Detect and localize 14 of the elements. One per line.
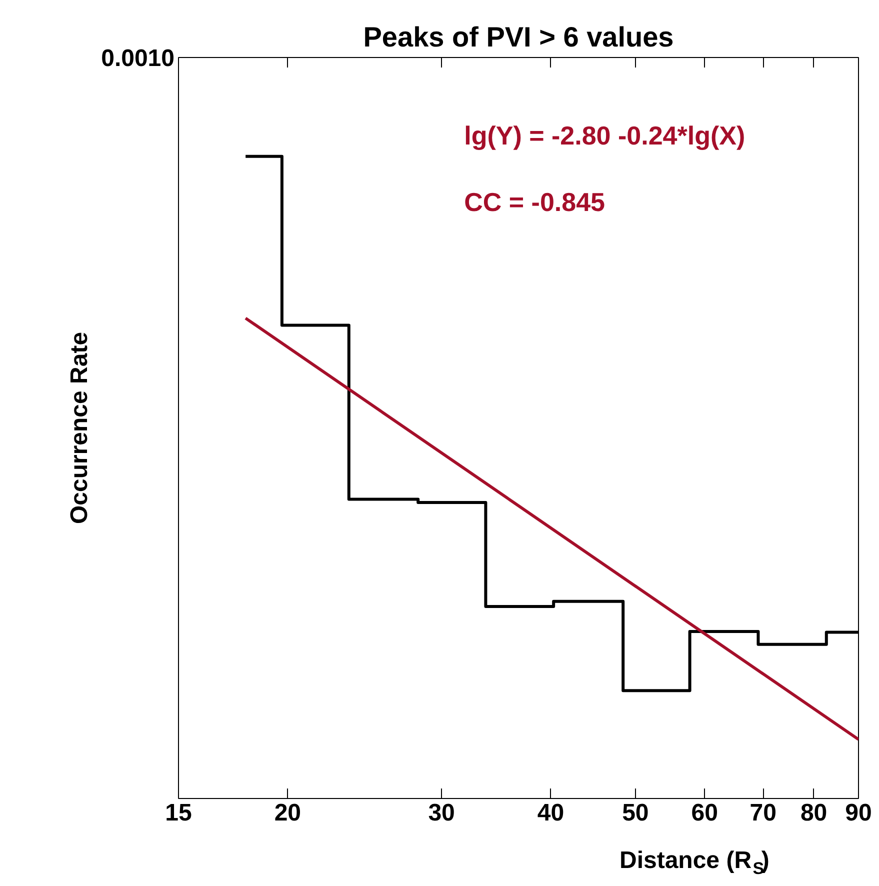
x-tick-label: 50 xyxy=(622,800,649,826)
x-tick-label: 40 xyxy=(537,800,564,826)
x-tick-label: 20 xyxy=(274,800,302,826)
text: 0.0010 xyxy=(101,45,174,72)
annotation: CC = -0.845 xyxy=(464,186,606,217)
x-tick-label: 15 xyxy=(165,800,192,826)
x-tick-label: 30 xyxy=(428,800,455,826)
y-axis-title: Occurrence Rate xyxy=(66,332,94,524)
x-tick-label: 60 xyxy=(691,800,718,826)
x-tick-label: 70 xyxy=(750,800,776,826)
text: lg(Y) = -2.80 -0.24*lg(X) xyxy=(464,120,746,150)
x-tick-label: 80 xyxy=(800,800,828,826)
x-tick-label: 90 xyxy=(845,800,872,826)
chart-title: Peaks of PVI > 6 values xyxy=(363,22,674,52)
